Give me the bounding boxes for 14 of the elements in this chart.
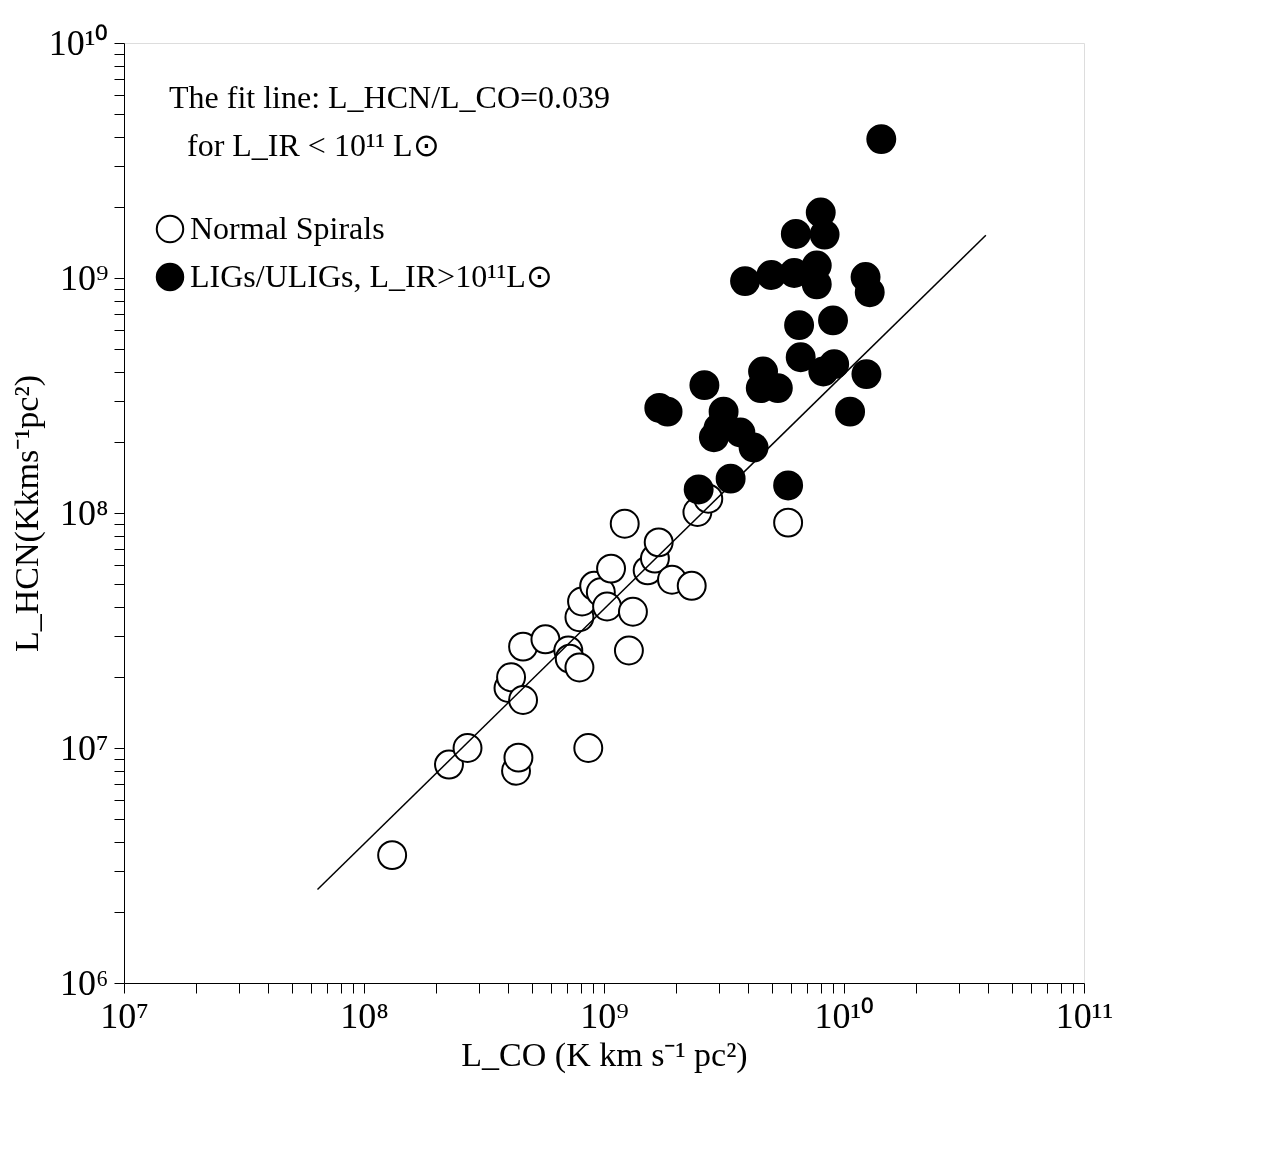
x-tick-label: 10¹⁰ [814,995,875,1036]
y-tick-label: 10¹⁰ [48,22,109,63]
x-axis-title: L_CO (K km s⁻¹ pc²) [461,1035,748,1074]
x-tick-label: 10⁸ [340,995,389,1036]
y-tick-label: 10⁸ [59,492,109,533]
annotation: for L_IR < 10¹¹ L⊙ [187,127,440,163]
y-tick-label: 10⁹ [59,257,109,298]
annotation: The fit line: L_HCN/L_CO=0.039 [169,79,611,115]
y-tick-label: 10⁷ [59,727,109,768]
x-tick-label: 10⁹ [580,995,629,1036]
legend-label: Normal Spirals [190,210,385,246]
x-tick-label: 10¹¹ [1055,995,1114,1036]
legend-label: LIGs/ULIGs, L_IR>10¹¹L⊙ [190,258,553,294]
y-axis-title: L_HCN(Kkms⁻¹pc²) [7,375,46,652]
